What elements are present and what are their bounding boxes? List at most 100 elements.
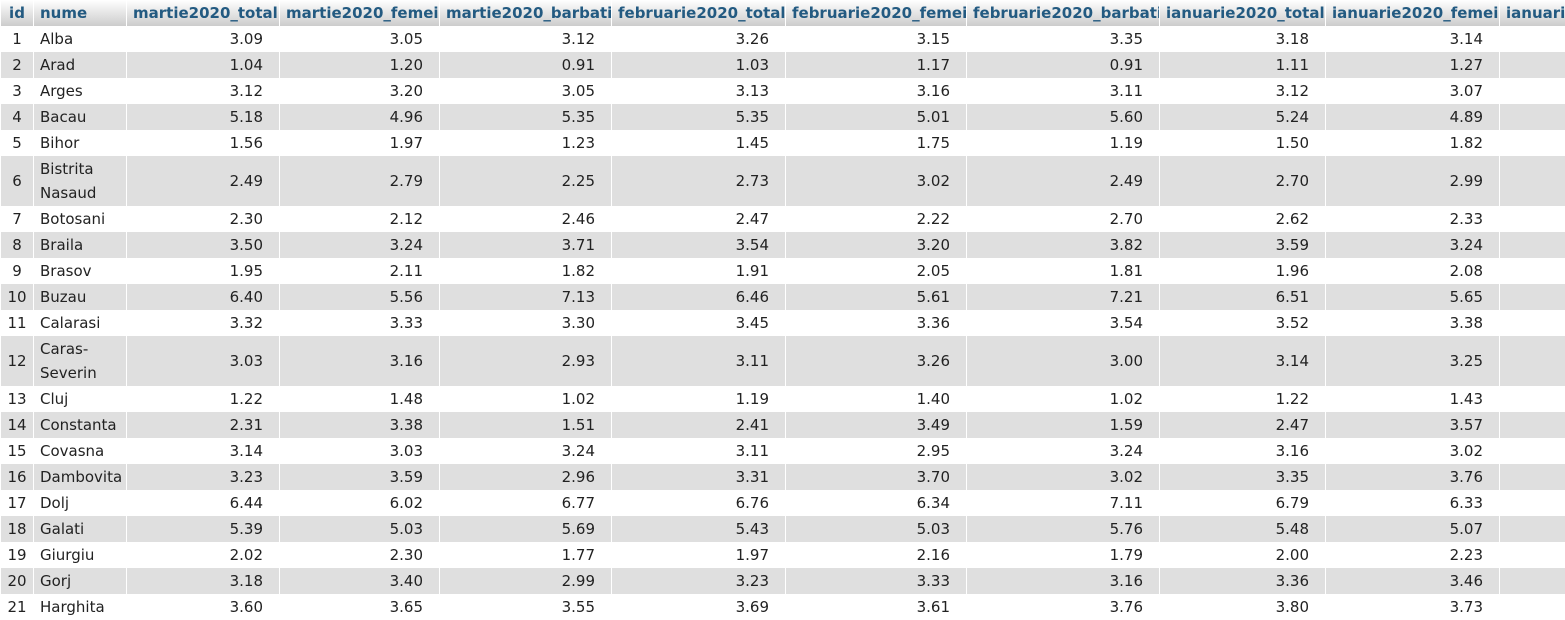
cell-februarie2020-total[interactable]: 3.26 <box>612 26 785 52</box>
cell-ianuarie2020-total[interactable]: 2.70 <box>1160 156 1325 206</box>
cell-id[interactable]: 10 <box>1 284 33 310</box>
cell-martie2020-femei[interactable]: 1.20 <box>280 52 439 78</box>
cell-februarie2020-barbati[interactable]: 3.24 <box>967 438 1159 464</box>
cell-martie2020-barbati[interactable]: 1.77 <box>440 542 611 568</box>
cell-nume[interactable]: Covasna <box>34 438 126 464</box>
cell-februarie2020-barbati[interactable]: 2.70 <box>967 206 1159 232</box>
cell-martie2020-barbati[interactable]: 2.96 <box>440 464 611 490</box>
table-row[interactable]: 16 Dambovita 3.23 3.59 2.96 3.31 3.70 3.02 3.35 3… <box>1 464 1565 490</box>
table-row[interactable]: 9 Brasov 1.95 2.11 1.82 1.91 2.05 1.81 1.96 2.08 <box>1 258 1565 284</box>
cell-februarie2020-total[interactable]: 3.13 <box>612 78 785 104</box>
cell-februarie2020-barbati[interactable]: 3.16 <box>967 568 1159 594</box>
cell-februarie2020-barbati[interactable]: 0.91 <box>967 52 1159 78</box>
column-header-februarie2020-total[interactable]: februarie2020_total <box>612 0 785 26</box>
cell-nume[interactable]: Alba <box>34 26 126 52</box>
cell-ianuarie2020-femei[interactable]: 3.24 <box>1326 232 1499 258</box>
cell-februarie2020-barbati[interactable]: 3.76 <box>967 594 1159 620</box>
cell-nume[interactable]: Dolj <box>34 490 126 516</box>
cell-id[interactable]: 18 <box>1 516 33 542</box>
cell-ianuarie2020-total[interactable]: 2.00 <box>1160 542 1325 568</box>
table-row[interactable]: 13 Cluj 1.22 1.48 1.02 1.19 1.40 1.02 1.22 1.43 <box>1 386 1565 412</box>
cell-martie2020-total[interactable]: 3.60 <box>127 594 279 620</box>
cell-nume[interactable]: Bihor <box>34 130 126 156</box>
cell-ianuari[interactable] <box>1500 516 1565 542</box>
table-row[interactable]: 1 Alba 3.09 3.05 3.12 3.26 3.15 3.35 3.18 3.14 <box>1 26 1565 52</box>
cell-martie2020-total[interactable]: 2.49 <box>127 156 279 206</box>
cell-ianuari[interactable] <box>1500 232 1565 258</box>
cell-ianuari[interactable] <box>1500 464 1565 490</box>
cell-martie2020-femei[interactable]: 3.24 <box>280 232 439 258</box>
table-row[interactable]: 10 Buzau 6.40 5.56 7.13 6.46 5.61 7.21 6.51 5.65 <box>1 284 1565 310</box>
cell-ianuarie2020-femei[interactable]: 3.46 <box>1326 568 1499 594</box>
table-row[interactable]: 14 Constanta 2.31 3.38 1.51 2.41 3.49 1.59 2.47 3… <box>1 412 1565 438</box>
cell-februarie2020-femei[interactable]: 6.34 <box>786 490 966 516</box>
cell-id[interactable]: 5 <box>1 130 33 156</box>
cell-februarie2020-femei[interactable]: 1.17 <box>786 52 966 78</box>
cell-martie2020-femei[interactable]: 3.65 <box>280 594 439 620</box>
cell-ianuarie2020-femei[interactable]: 1.43 <box>1326 386 1499 412</box>
cell-februarie2020-femei[interactable]: 3.70 <box>786 464 966 490</box>
cell-ianuari[interactable] <box>1500 26 1565 52</box>
table-row[interactable]: 6 Bistrita Nasaud 2.49 2.79 2.25 2.73 3.02 2.49… <box>1 156 1565 206</box>
cell-februarie2020-femei[interactable]: 2.95 <box>786 438 966 464</box>
cell-nume[interactable]: Arges <box>34 78 126 104</box>
cell-ianuari[interactable] <box>1500 310 1565 336</box>
table-row[interactable]: 15 Covasna 3.14 3.03 3.24 3.11 2.95 3.24 3.16 3.0… <box>1 438 1565 464</box>
cell-martie2020-total[interactable]: 6.44 <box>127 490 279 516</box>
cell-ianuarie2020-femei[interactable]: 3.76 <box>1326 464 1499 490</box>
cell-ianuarie2020-femei[interactable]: 1.82 <box>1326 130 1499 156</box>
table-row[interactable]: 4 Bacau 5.18 4.96 5.35 5.35 5.01 5.60 5.24 4.89 <box>1 104 1565 130</box>
cell-ianuarie2020-total[interactable]: 3.18 <box>1160 26 1325 52</box>
cell-ianuari[interactable] <box>1500 104 1565 130</box>
cell-martie2020-total[interactable]: 3.18 <box>127 568 279 594</box>
column-header-ianuarie2020-femei[interactable]: ianuarie2020_femei <box>1326 0 1499 26</box>
cell-februarie2020-femei[interactable]: 5.61 <box>786 284 966 310</box>
cell-ianuarie2020-femei[interactable]: 5.65 <box>1326 284 1499 310</box>
cell-februarie2020-femei[interactable]: 1.75 <box>786 130 966 156</box>
cell-ianuari[interactable] <box>1500 386 1565 412</box>
cell-februarie2020-femei[interactable]: 3.49 <box>786 412 966 438</box>
cell-id[interactable]: 2 <box>1 52 33 78</box>
column-header-ianuari[interactable]: ianuari <box>1500 0 1565 26</box>
cell-martie2020-barbati[interactable]: 0.91 <box>440 52 611 78</box>
column-header-id[interactable]: id <box>1 0 33 26</box>
cell-ianuari[interactable] <box>1500 542 1565 568</box>
cell-ianuarie2020-femei[interactable]: 2.08 <box>1326 258 1499 284</box>
cell-ianuari[interactable] <box>1500 130 1565 156</box>
cell-ianuarie2020-total[interactable]: 6.79 <box>1160 490 1325 516</box>
cell-februarie2020-femei[interactable]: 3.02 <box>786 156 966 206</box>
cell-ianuarie2020-femei[interactable]: 3.14 <box>1326 26 1499 52</box>
cell-februarie2020-total[interactable]: 2.41 <box>612 412 785 438</box>
cell-martie2020-barbati[interactable]: 2.46 <box>440 206 611 232</box>
cell-martie2020-total[interactable]: 1.95 <box>127 258 279 284</box>
table-row[interactable]: 3 Arges 3.12 3.20 3.05 3.13 3.16 3.11 3.12 3.07 <box>1 78 1565 104</box>
cell-id[interactable]: 14 <box>1 412 33 438</box>
cell-februarie2020-total[interactable]: 1.91 <box>612 258 785 284</box>
cell-ianuarie2020-femei[interactable]: 3.02 <box>1326 438 1499 464</box>
cell-ianuarie2020-total[interactable]: 3.52 <box>1160 310 1325 336</box>
cell-nume[interactable]: Calarasi <box>34 310 126 336</box>
cell-ianuarie2020-total[interactable]: 1.11 <box>1160 52 1325 78</box>
cell-martie2020-total[interactable]: 2.31 <box>127 412 279 438</box>
cell-februarie2020-femei[interactable]: 3.16 <box>786 78 966 104</box>
cell-martie2020-barbati[interactable]: 6.77 <box>440 490 611 516</box>
table-row[interactable]: 8 Braila 3.50 3.24 3.71 3.54 3.20 3.82 3.59 3.24 <box>1 232 1565 258</box>
cell-ianuarie2020-femei[interactable]: 3.73 <box>1326 594 1499 620</box>
cell-februarie2020-total[interactable]: 3.54 <box>612 232 785 258</box>
cell-ianuari[interactable] <box>1500 78 1565 104</box>
column-header-nume[interactable]: nume <box>34 0 126 26</box>
cell-ianuarie2020-femei[interactable]: 2.99 <box>1326 156 1499 206</box>
cell-id[interactable]: 11 <box>1 310 33 336</box>
cell-nume[interactable]: Dambovita <box>34 464 126 490</box>
cell-nume[interactable]: Brasov <box>34 258 126 284</box>
cell-id[interactable]: 7 <box>1 206 33 232</box>
cell-ianuarie2020-total[interactable]: 3.59 <box>1160 232 1325 258</box>
cell-nume[interactable]: Braila <box>34 232 126 258</box>
cell-ianuari[interactable] <box>1500 568 1565 594</box>
cell-martie2020-total[interactable]: 1.04 <box>127 52 279 78</box>
cell-februarie2020-total[interactable]: 1.19 <box>612 386 785 412</box>
cell-ianuarie2020-femei[interactable]: 4.89 <box>1326 104 1499 130</box>
cell-februarie2020-barbati[interactable]: 1.81 <box>967 258 1159 284</box>
cell-ianuari[interactable] <box>1500 336 1565 386</box>
cell-martie2020-femei[interactable]: 2.79 <box>280 156 439 206</box>
